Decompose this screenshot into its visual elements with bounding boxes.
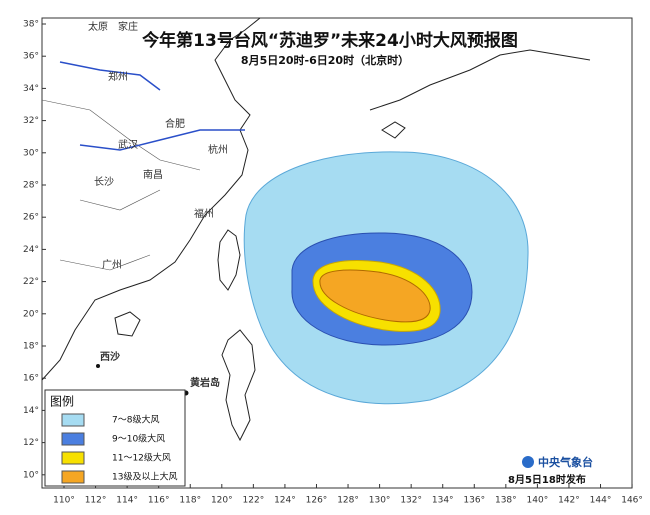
lon-tick-label: 118° — [179, 496, 201, 506]
china-coast — [41, 17, 261, 381]
province-borders — [41, 99, 201, 271]
legend: 图例 7～8级大风 9～10级大风 11～12级大风 13级及以上大风 — [44, 389, 186, 487]
wind-zone — [319, 269, 431, 323]
place: 太原 — [88, 20, 108, 33]
place: 长沙 — [94, 176, 114, 188]
lat-tick-label: 10° — [23, 470, 39, 480]
legend-label: 13级及以上大风 — [112, 471, 177, 483]
legend-label: 7～8级大风 — [112, 414, 159, 426]
lon-tick-label: 142° — [558, 496, 580, 506]
lat-tick-label: 32° — [23, 116, 39, 126]
place: 合肥 — [165, 117, 185, 130]
legend-items: 7～8级大风 9～10级大风 11～12级大风 13级及以上大风 — [61, 413, 177, 484]
lat-tick-label: 14° — [23, 406, 39, 416]
publisher-logo — [522, 456, 534, 468]
lat-tick-label: 30° — [23, 148, 39, 158]
subtitle: 8月5日20时-6日20时（北京时） — [241, 53, 409, 67]
place: 武汉 — [118, 138, 138, 151]
legend-swatch — [61, 451, 85, 465]
place: 广州 — [102, 259, 122, 271]
lon-tick-label: 110° — [53, 496, 75, 506]
place: 郑州 — [108, 70, 128, 83]
taiwan — [217, 229, 241, 291]
legend-swatch — [61, 432, 85, 446]
lon-tick-label: 136° — [463, 496, 485, 506]
lat-tick-label: 38° — [23, 20, 39, 30]
xisha-dot — [96, 364, 100, 368]
place: 福州 — [194, 207, 214, 220]
lon-tick-label: 124° — [274, 496, 296, 506]
place: 西沙 — [100, 351, 120, 363]
place: 南昌 — [143, 168, 163, 181]
kyushu — [381, 121, 406, 139]
lat-tick-label: 28° — [23, 181, 39, 191]
publisher: 中央气象台 8月5日18时发布 — [508, 455, 593, 486]
place: 家庄 — [118, 20, 138, 33]
lon-tick-label: 130° — [369, 496, 391, 506]
lat-tick-label: 18° — [23, 342, 39, 352]
lon-tick-label: 144° — [590, 496, 612, 506]
lon-tick-label: 132° — [400, 496, 422, 506]
place-labels: 太原 家庄 郑州 合肥 武汉 杭州 长沙 南昌 福州 广州 西沙 黄岩岛 — [88, 20, 228, 389]
lat-tick-label: 34° — [23, 84, 39, 94]
lon-tick-label: 146° — [621, 496, 643, 506]
lat-tick-label: 16° — [23, 374, 39, 384]
legend-label: 9～10级大风 — [112, 433, 165, 445]
lon-tick-label: 126° — [306, 496, 328, 506]
issued-time: 8月5日18时发布 — [508, 473, 586, 486]
legend-title: 图例 — [50, 395, 74, 409]
legend-swatch — [61, 470, 85, 484]
title: 今年第13号台风“苏迪罗”未来24小时大风预报图 — [142, 30, 518, 51]
graticule-ticks: 110° 112° 114° 116° 118° 120° 122° 124° 126° 128°… — [23, 20, 643, 506]
lon-tick-label: 140° — [527, 496, 549, 506]
lon-tick-label: 128° — [337, 496, 359, 506]
wind-zones — [243, 151, 529, 405]
lat-tick-label: 12° — [23, 438, 39, 448]
lon-tick-label: 134° — [432, 496, 454, 506]
place: 杭州 — [208, 143, 228, 156]
lat-tick-label: 26° — [23, 213, 39, 223]
luzon — [221, 329, 256, 442]
legend-label: 11～12级大风 — [112, 452, 171, 464]
lon-tick-label: 120° — [211, 496, 233, 506]
legend-swatch — [61, 413, 85, 427]
lat-tick-label: 36° — [23, 52, 39, 62]
lon-tick-label: 122° — [243, 496, 265, 506]
lat-tick-label: 24° — [23, 245, 39, 255]
lon-tick-label: 114° — [116, 496, 138, 506]
lon-tick-label: 112° — [85, 496, 107, 506]
rivers — [59, 61, 245, 151]
place: 黄岩岛 — [190, 376, 220, 389]
coastlines — [41, 17, 591, 442]
lon-tick-label: 116° — [148, 496, 170, 506]
hainan — [114, 311, 141, 337]
lat-tick-label: 20° — [23, 309, 39, 319]
japan-coast — [369, 49, 591, 111]
lon-tick-label: 138° — [495, 496, 517, 506]
lat-tick-label: 22° — [23, 277, 39, 287]
publisher-name: 中央气象台 — [538, 455, 593, 469]
